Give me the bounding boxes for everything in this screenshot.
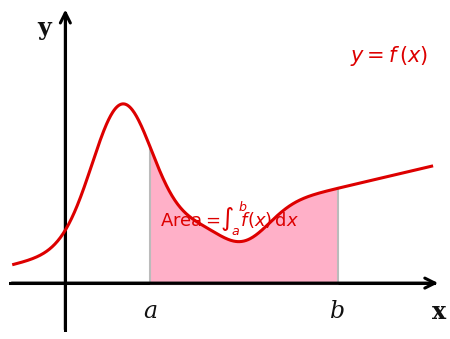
Text: a: a [143, 300, 157, 323]
Text: x: x [432, 300, 446, 324]
Text: y: y [37, 16, 51, 40]
Text: $y = f\,(x)$: $y = f\,(x)$ [350, 44, 428, 68]
Text: b: b [330, 300, 345, 323]
Text: $\mathrm{Area} = \!\int_{\!a}^{\,b}\!\! f(x)\,\mathrm{d}x$: $\mathrm{Area} = \!\int_{\!a}^{\,b}\!\! … [160, 200, 299, 238]
